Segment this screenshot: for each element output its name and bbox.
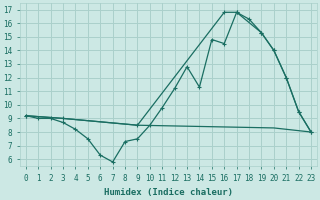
X-axis label: Humidex (Indice chaleur): Humidex (Indice chaleur) [104, 188, 233, 197]
